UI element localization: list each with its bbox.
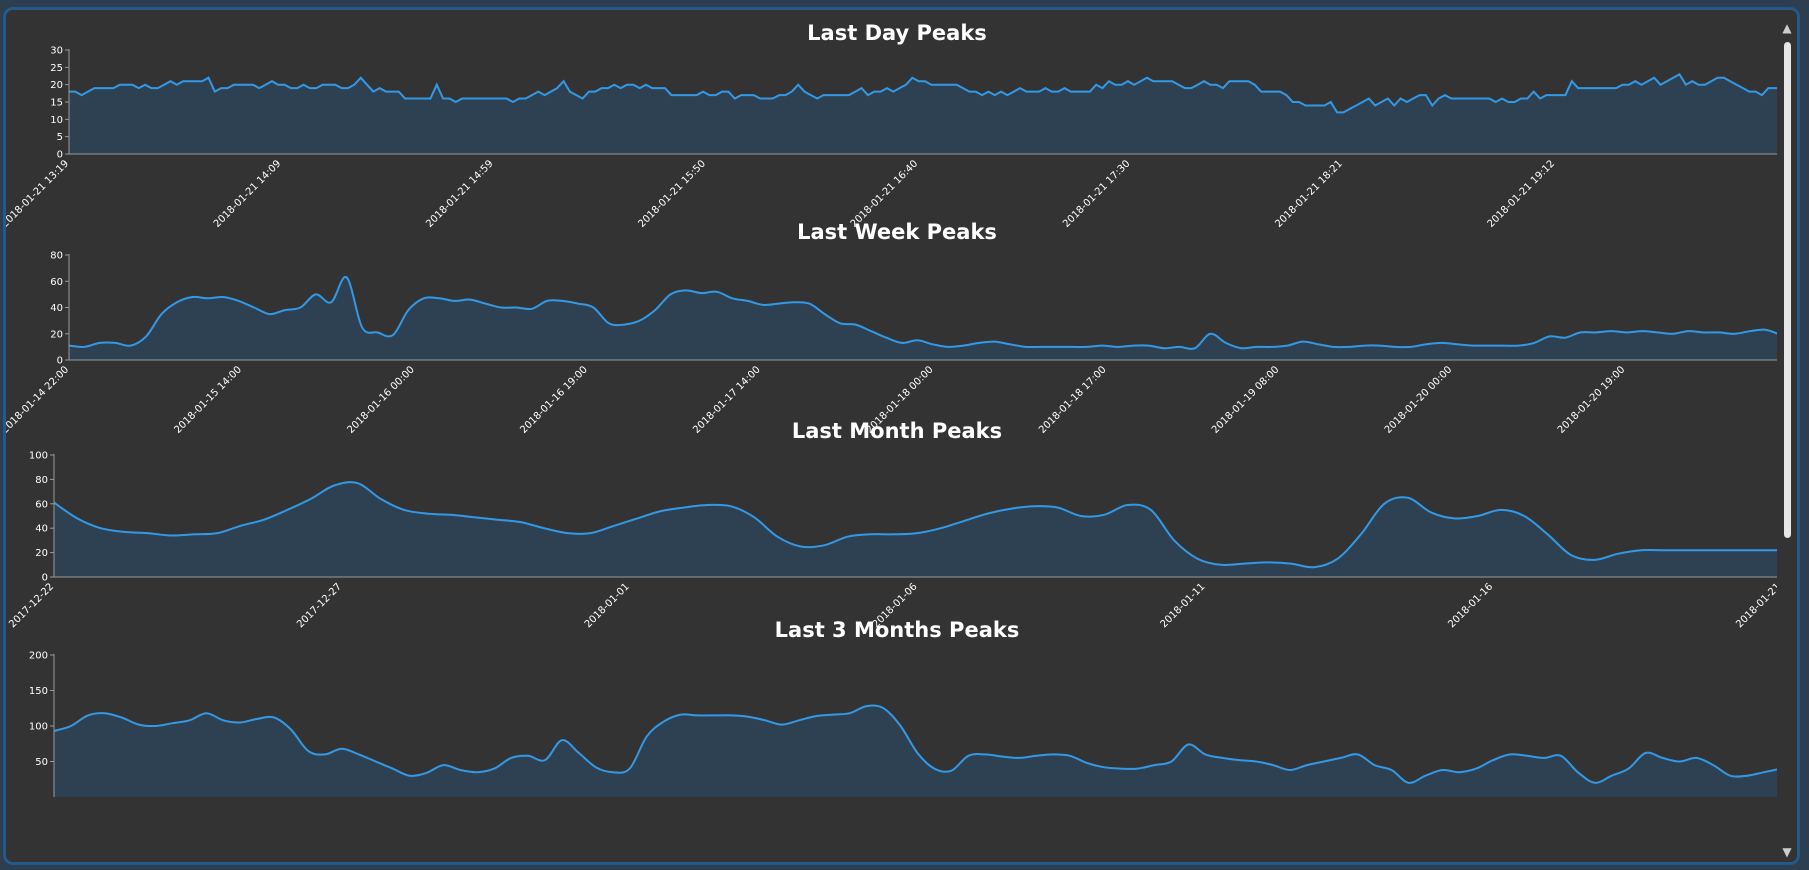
series-line bbox=[69, 276, 1781, 350]
y-tick-label: 20 bbox=[50, 80, 63, 91]
y-tick-label: 15 bbox=[50, 98, 63, 109]
scrollbar-thumb[interactable] bbox=[1784, 42, 1791, 538]
series-area bbox=[54, 705, 1781, 797]
scroll-up-arrow-icon[interactable]: ▲ bbox=[1782, 21, 1792, 35]
series-line bbox=[54, 704, 1781, 784]
series-group bbox=[69, 72, 1781, 154]
y-tick-label: 40 bbox=[35, 524, 48, 535]
chart-last-3-months-peaks: 50 100 150 200 bbox=[29, 651, 1781, 797]
y-tick-label: 200 bbox=[29, 651, 48, 662]
vertical-scrollbar[interactable]: ▲ ▼ bbox=[1777, 10, 1797, 862]
y-tick-label: 150 bbox=[29, 686, 48, 697]
series-group bbox=[54, 481, 1781, 577]
series-area bbox=[69, 74, 1781, 154]
series-line bbox=[54, 481, 1781, 569]
y-tick-label: 30 bbox=[50, 46, 63, 57]
chart-title: Last Week Peaks bbox=[797, 220, 997, 244]
y-tick-label: 20 bbox=[50, 329, 63, 340]
series-area bbox=[69, 276, 1781, 360]
chart-title: Last Month Peaks bbox=[791, 419, 1003, 443]
y-tick-label: 80 bbox=[35, 475, 48, 486]
y-tick-label: 60 bbox=[50, 277, 63, 288]
series-group bbox=[69, 276, 1781, 360]
y-tick-label: 20 bbox=[35, 548, 48, 559]
y-tick-label: 40 bbox=[50, 303, 63, 314]
y-tick-label: 10 bbox=[50, 115, 63, 126]
y-tick-label: 50 bbox=[35, 757, 48, 768]
y-tick-label: 25 bbox=[50, 63, 63, 74]
scroll-down-arrow-icon[interactable]: ▼ bbox=[1782, 845, 1792, 859]
y-tick-label: 0 bbox=[57, 150, 63, 161]
series-group bbox=[54, 704, 1781, 797]
y-tick-label: 5 bbox=[57, 132, 63, 143]
y-tick-label: 0 bbox=[57, 356, 63, 367]
series-line bbox=[69, 72, 1781, 114]
y-tick-label: 80 bbox=[50, 251, 63, 262]
y-tick-label: 100 bbox=[29, 451, 48, 462]
chart-title: Last Day Peaks bbox=[807, 21, 987, 45]
dashboard-frame: Last Day Peaks 0 5 10 15 20 25 30 2018-01-21 13… bbox=[3, 7, 1800, 865]
y-tick-label: 60 bbox=[35, 499, 48, 510]
y-tick-label: 100 bbox=[29, 722, 48, 733]
chart-title: Last 3 Months Peaks bbox=[774, 618, 1020, 642]
series-area bbox=[54, 482, 1781, 577]
y-tick-label: 0 bbox=[42, 573, 48, 584]
